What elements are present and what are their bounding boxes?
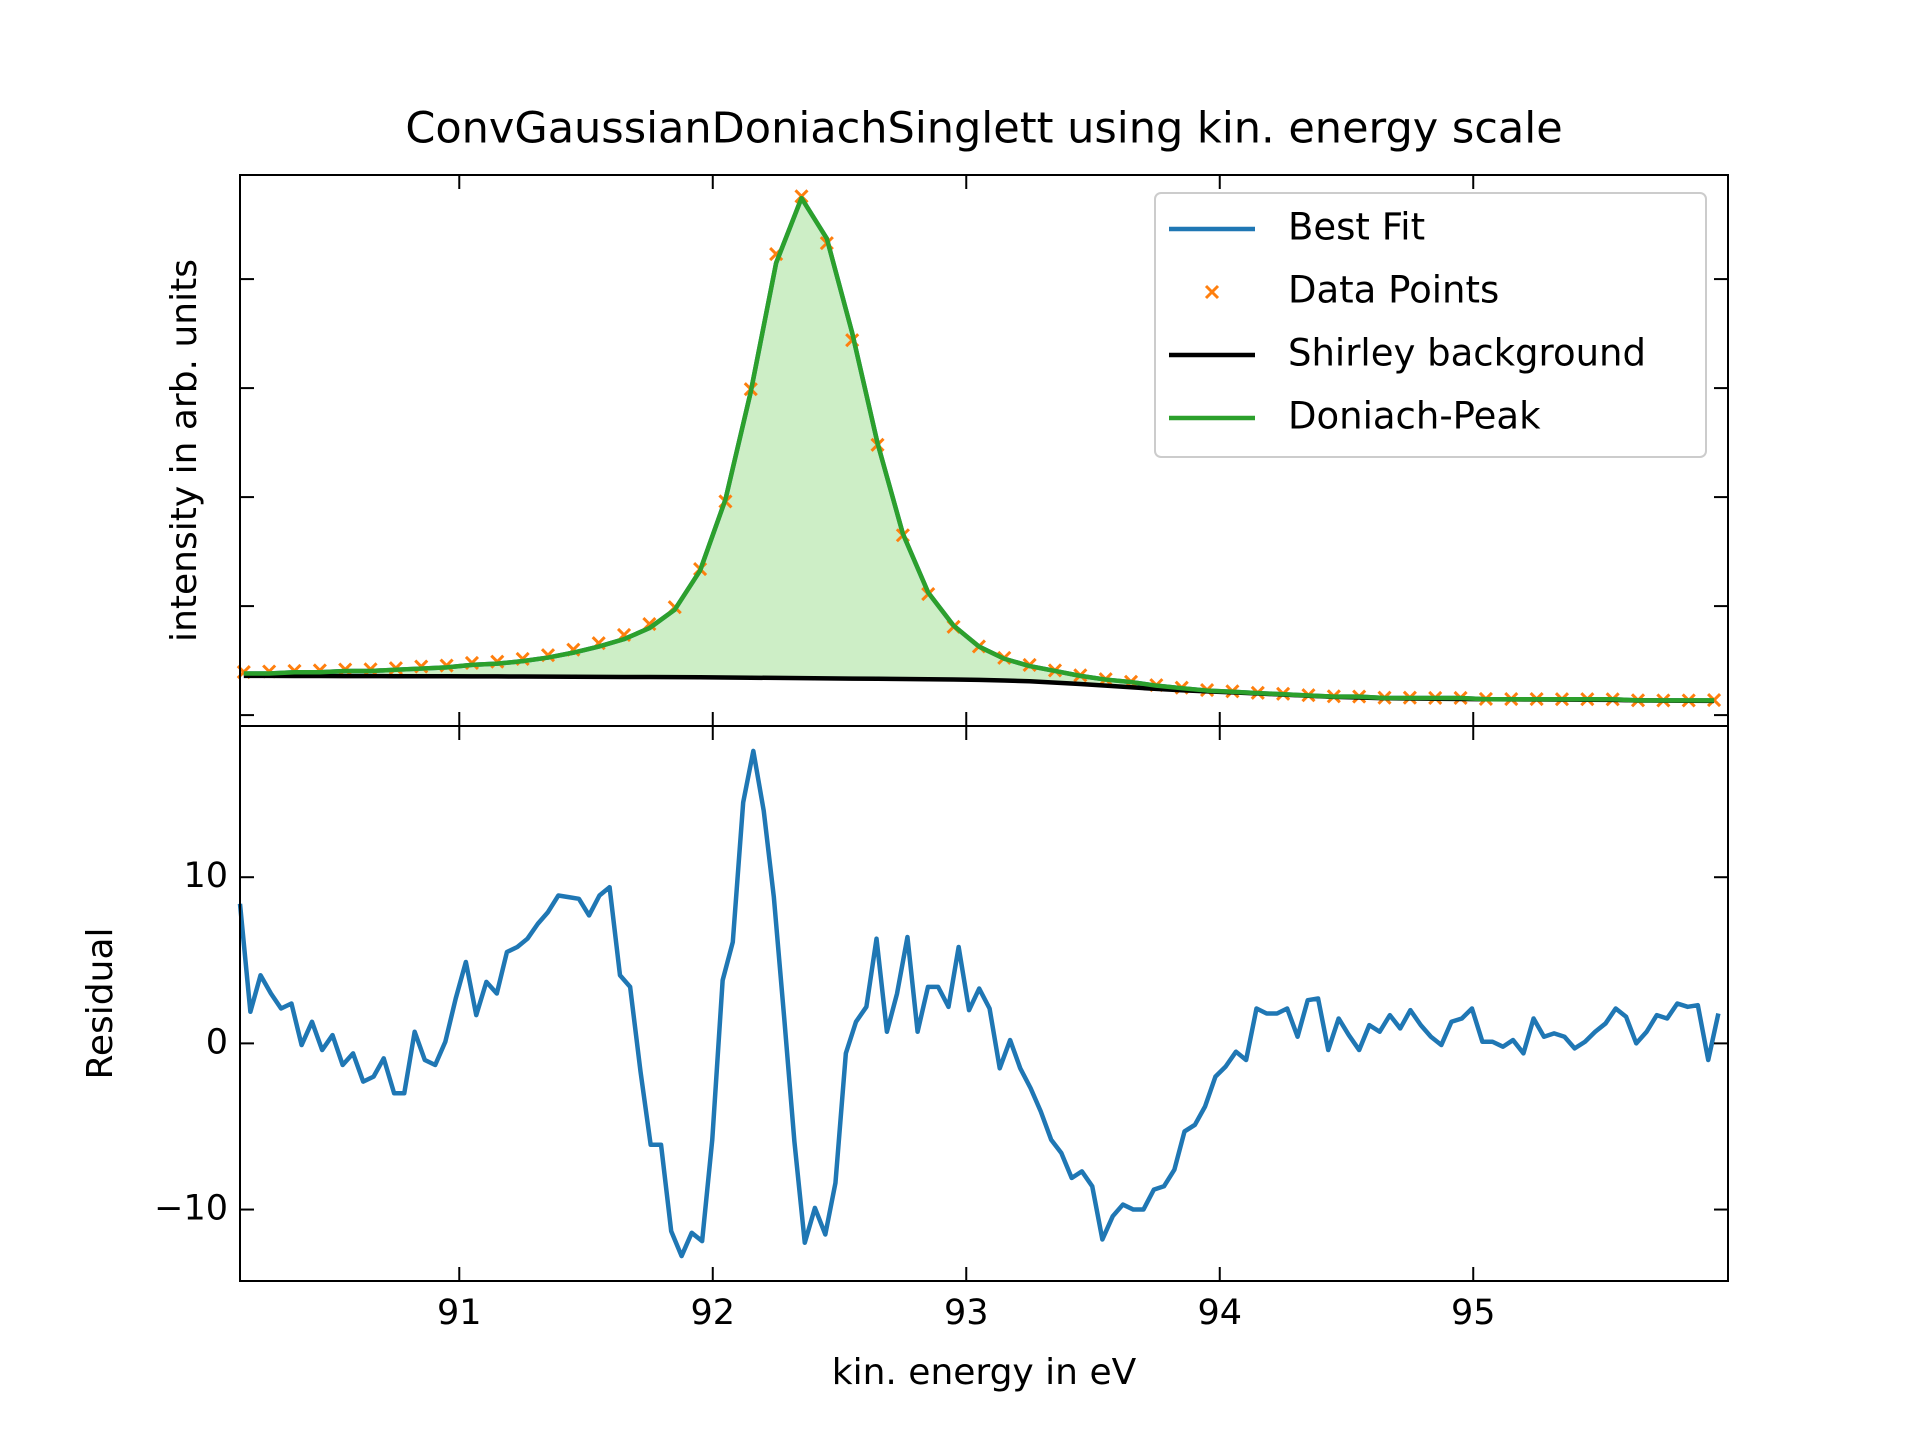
y-tick-label: −10: [154, 1189, 228, 1229]
x-tick-label: 92: [690, 1293, 735, 1333]
chart-title: ConvGaussianDoniachSinglett using kin. e…: [405, 104, 1562, 154]
y-axis-label: Residual: [80, 927, 121, 1079]
x-tick-label: 91: [437, 1293, 482, 1333]
series-line: [237, 748, 1721, 1259]
legend-label: Best Fit: [1288, 206, 1425, 249]
x-tick-label: 93: [944, 1293, 989, 1333]
y-axis-label: intensity in arb. units: [164, 259, 205, 642]
x-tick-label: 95: [1451, 1293, 1496, 1333]
x-axis-label: kin. energy in eV: [832, 1352, 1137, 1393]
x-tick-label: 94: [1197, 1293, 1242, 1333]
legend-label: Shirley background: [1288, 332, 1646, 375]
legend-label: Data Points: [1288, 269, 1499, 312]
legend-marker: [1204, 284, 1220, 300]
y-tick-label: 0: [206, 1022, 228, 1062]
series-line: [243, 195, 1715, 703]
legend-box: [1154, 192, 1707, 458]
y-tick-label: 10: [183, 856, 228, 896]
axes-frame: [239, 725, 1729, 1282]
legend-label: Doniach-Peak: [1288, 395, 1541, 438]
